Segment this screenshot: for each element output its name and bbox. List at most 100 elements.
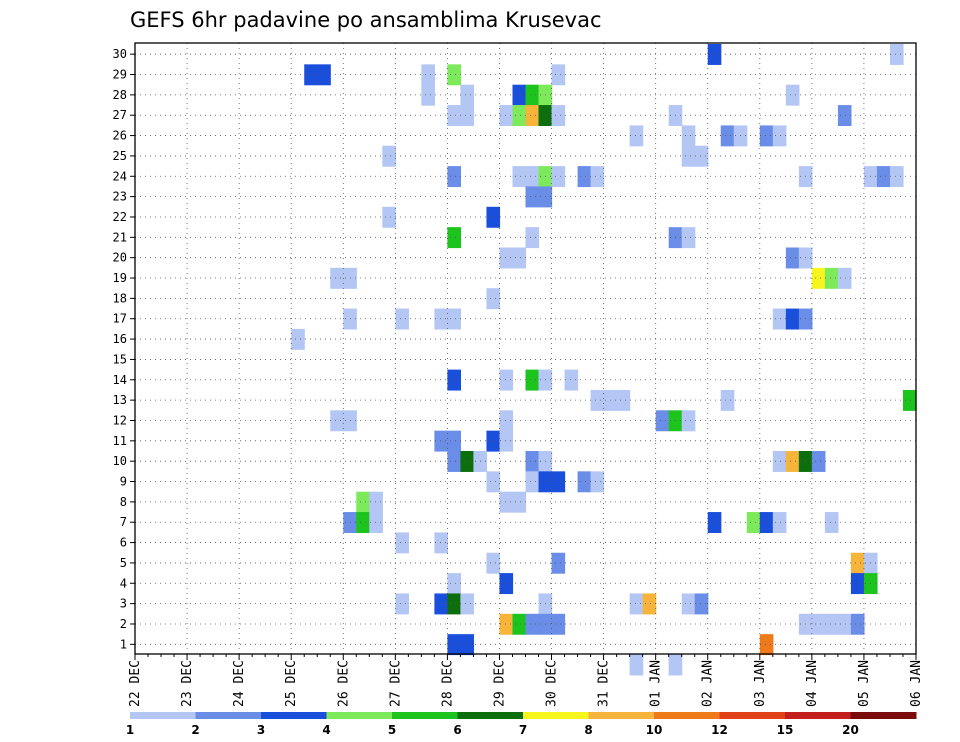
legend-swatch-4 bbox=[392, 712, 458, 719]
cell-24 bbox=[720, 125, 735, 147]
cell-117 bbox=[486, 552, 501, 574]
xtick-label-0: 22 DEC bbox=[128, 660, 143, 707]
cell-78 bbox=[330, 410, 344, 432]
cell-125 bbox=[395, 593, 409, 615]
legend-label-2: 3 bbox=[257, 723, 265, 737]
cell-132 bbox=[681, 593, 696, 615]
color-legend: 1 2 3 4 5 6 7 8 10 12 15 20 bbox=[126, 712, 917, 737]
xtick-label-3: 25 DEC bbox=[284, 660, 299, 707]
cell-19 bbox=[551, 105, 566, 126]
legend-label-7: 8 bbox=[584, 723, 592, 737]
cell-138 bbox=[551, 613, 566, 635]
cell-36 bbox=[577, 166, 592, 188]
legend-swatch-8 bbox=[654, 712, 720, 719]
legend-swatch-3 bbox=[326, 712, 393, 719]
cell-65 bbox=[785, 308, 800, 330]
legend-label-1: 2 bbox=[191, 723, 199, 737]
cell-57 bbox=[824, 267, 839, 289]
cell-50 bbox=[499, 247, 514, 269]
cell-76 bbox=[720, 389, 735, 411]
chart-title: GEFS 6hr padavine po ansamblima Krusevac bbox=[130, 8, 602, 32]
legend-swatch-2 bbox=[261, 712, 327, 719]
legend-label-0: 1 bbox=[126, 723, 134, 737]
legend-label-8: 10 bbox=[646, 723, 663, 737]
legend-swatch-11 bbox=[850, 712, 917, 719]
cell-146 bbox=[759, 634, 774, 656]
cell-101 bbox=[577, 471, 592, 493]
cell-118 bbox=[551, 552, 566, 574]
ytick-label-30: 30 bbox=[113, 47, 127, 61]
cell-59 bbox=[486, 288, 501, 310]
cell-47 bbox=[525, 227, 540, 249]
cell-8 bbox=[460, 84, 475, 106]
cell-67 bbox=[291, 328, 305, 350]
cell-86 bbox=[486, 430, 501, 452]
cell-51 bbox=[512, 247, 527, 269]
ytick-label-19: 19 bbox=[113, 271, 127, 285]
cell-28 bbox=[382, 145, 396, 167]
cell-110 bbox=[707, 512, 722, 533]
cell-143 bbox=[850, 613, 865, 635]
cell-103 bbox=[356, 491, 370, 513]
cell-98 bbox=[525, 471, 540, 493]
cell-3 bbox=[317, 64, 331, 86]
ytick-label-2: 2 bbox=[120, 617, 127, 631]
legend-swatch-1 bbox=[195, 712, 262, 719]
ytick-label-6: 6 bbox=[120, 536, 127, 550]
xtick-label-2: 24 DEC bbox=[232, 660, 247, 707]
ytick-label-7: 7 bbox=[120, 515, 127, 529]
cell-40 bbox=[876, 166, 891, 188]
ytick-label-14: 14 bbox=[113, 373, 127, 387]
grid-lines bbox=[135, 43, 916, 654]
cell-31 bbox=[447, 166, 462, 188]
ytick-label-5: 5 bbox=[120, 556, 127, 570]
cell-73 bbox=[590, 389, 605, 411]
cell-9 bbox=[512, 84, 527, 106]
ytick-label-27: 27 bbox=[113, 108, 127, 122]
cell-84 bbox=[434, 430, 448, 452]
cell-13 bbox=[447, 105, 462, 126]
cell-16 bbox=[512, 105, 527, 126]
ytick-label-1: 1 bbox=[120, 637, 127, 651]
cell-121 bbox=[447, 573, 462, 595]
cell-140 bbox=[811, 613, 826, 635]
ytick-label-4: 4 bbox=[120, 576, 127, 590]
xtick-label-12: 03 JAN bbox=[753, 660, 768, 707]
cell-15 bbox=[499, 105, 514, 126]
cell-17 bbox=[525, 105, 540, 126]
ytick-label-12: 12 bbox=[113, 413, 127, 427]
cell-130 bbox=[629, 593, 644, 615]
cell-108 bbox=[356, 512, 370, 533]
cell-145 bbox=[460, 634, 475, 656]
cell-135 bbox=[512, 613, 527, 635]
cell-61 bbox=[395, 308, 409, 330]
cell-134 bbox=[499, 613, 514, 635]
cell-69 bbox=[499, 369, 514, 391]
cell-30 bbox=[694, 145, 709, 167]
cell-133 bbox=[694, 593, 709, 615]
cell-37 bbox=[590, 166, 605, 188]
xtick-label-15: 06 JAN bbox=[909, 660, 924, 707]
ytick-label-24: 24 bbox=[113, 169, 127, 183]
cell-72 bbox=[564, 369, 579, 391]
cell-35 bbox=[551, 166, 566, 188]
cell-87 bbox=[499, 430, 514, 452]
cell-5 bbox=[447, 64, 462, 86]
ytick-label-25: 25 bbox=[113, 149, 127, 163]
ytick-label-17: 17 bbox=[113, 312, 127, 326]
plot-frame bbox=[134, 42, 917, 655]
ytick-label-21: 21 bbox=[113, 230, 127, 244]
cell-12 bbox=[785, 84, 800, 106]
cell-116 bbox=[434, 532, 448, 554]
legend-label-6: 7 bbox=[519, 723, 527, 737]
cell-26 bbox=[759, 125, 774, 147]
xtick-label-8: 30 DEC bbox=[545, 660, 560, 707]
cell-102 bbox=[590, 471, 605, 493]
cell-96 bbox=[811, 451, 826, 472]
cell-58 bbox=[837, 267, 852, 289]
cell-4 bbox=[421, 64, 435, 86]
legend-label-10: 15 bbox=[777, 723, 794, 737]
cell-128 bbox=[460, 593, 475, 615]
cell-44 bbox=[382, 206, 396, 228]
